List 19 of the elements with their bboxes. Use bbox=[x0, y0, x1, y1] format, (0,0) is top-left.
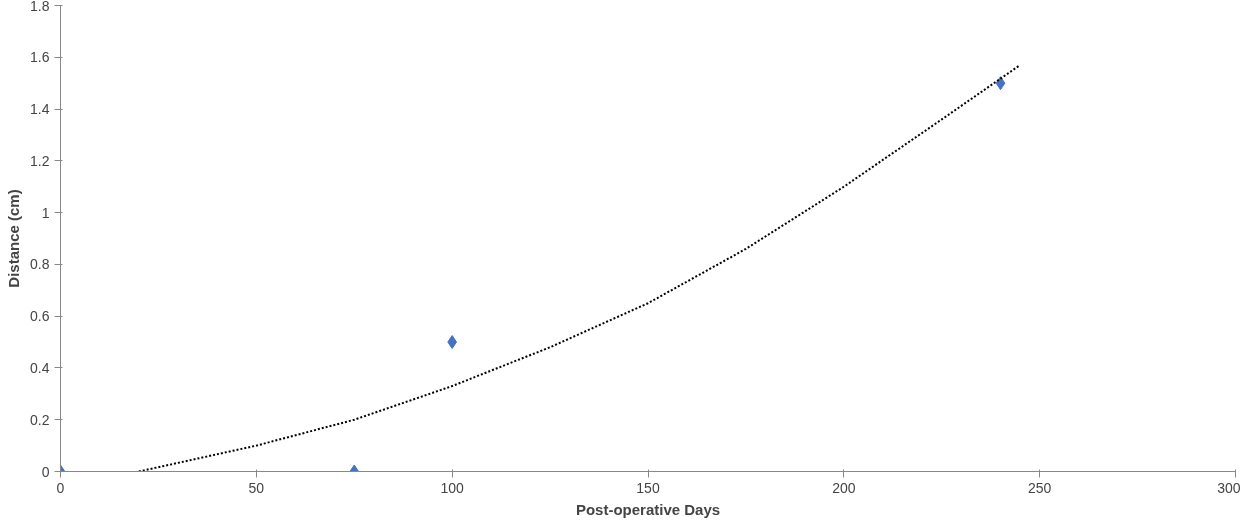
x-tick-label: 100 bbox=[440, 479, 465, 496]
y-tick-label: 1.4 bbox=[30, 101, 50, 118]
y-tick-label: 0.4 bbox=[30, 359, 50, 376]
y-tick-label: 1.2 bbox=[30, 152, 50, 169]
y-tick-label: 0 bbox=[41, 463, 50, 480]
y-tick-label: 0.6 bbox=[30, 308, 50, 325]
x-tick-label: 50 bbox=[248, 479, 265, 496]
x-tick-label: 250 bbox=[1027, 479, 1052, 496]
y-tick-label: 1 bbox=[41, 204, 50, 221]
x-tick-label: 0 bbox=[56, 479, 65, 496]
x-tick-label: 150 bbox=[636, 479, 660, 496]
x-axis-title: Post-operative Days bbox=[575, 500, 721, 518]
x-tick-label: 300 bbox=[1217, 479, 1241, 496]
y-axis-title: Distance (cm) bbox=[5, 189, 23, 288]
y-tick-label: 0.8 bbox=[30, 256, 50, 273]
y-tick-label: 1.6 bbox=[30, 49, 50, 66]
x-tick-label: 200 bbox=[832, 479, 856, 496]
y-tick-label: 0.2 bbox=[30, 411, 50, 428]
y-tick-label: 1.8 bbox=[30, 0, 50, 14]
